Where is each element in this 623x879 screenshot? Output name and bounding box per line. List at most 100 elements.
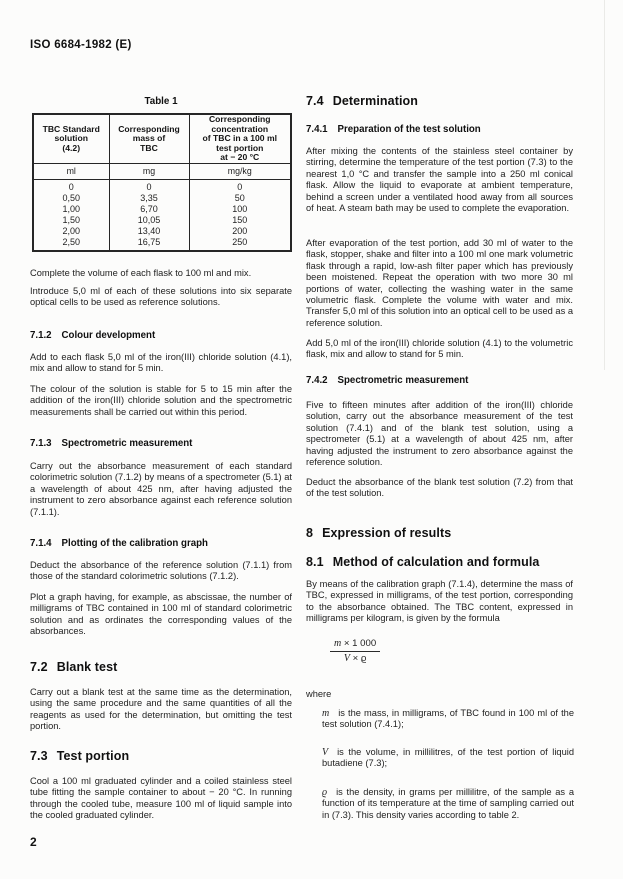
heading-7-1-3: 7.1.3 Spectrometric measurement [30,438,192,449]
heading-7-4-2: 7.4.2 Spectrometric measurement [306,375,468,386]
variable-V: V [322,747,329,758]
heading-number: 7.4.2 [306,375,328,386]
table-cell: 13,40 [108,225,190,237]
table-row: 1,00 6,70 100 [32,203,292,215]
table-cell: 16,75 [108,236,190,251]
paragraph-introduce: Introduce 5,0 ml of each of these soluti… [30,286,292,308]
scan-artifact-line [604,0,605,370]
table-cell: 50 [188,192,292,204]
table-cell: 2,50 [32,236,110,251]
definition-text: is the volume, in millilitres, of the te… [322,747,574,769]
definition-rho: ϱ is the density, in grams per millilitre… [322,787,574,821]
table-cell: 2,00 [32,225,110,237]
table-row: 2,00 13,40 200 [32,225,292,237]
table-unit-cell: ml [32,163,110,180]
paragraph-blank-test: Carry out a blank test at the same time … [30,687,292,732]
variable-m: m [322,708,330,719]
variable-m: m [334,638,342,649]
table-units-row: ml mg mg/kg [32,163,292,180]
paragraph-after-evaporation: After evaporation of the test portion, a… [306,238,573,328]
definition-text: is the mass, in milligrams, of TBC found… [322,708,574,730]
paragraph-carry-out: Carry out the absorbance measurement of … [30,461,292,517]
table-cell: 0,50 [32,192,110,204]
heading-number: 8 [306,526,314,540]
heading-number: 8.1 [306,555,324,569]
paragraph-after-mixing: After mixing the contents of the stainle… [306,146,573,214]
heading-7-4: 7.4 Determination [306,94,418,108]
definition-text: is the density, in grams per millilitre,… [322,787,574,820]
table-unit-cell: mg [108,163,190,180]
page-header: ISO 6684-1982 (E) [30,39,132,51]
where-label: where [306,689,332,699]
table-cell: 250 [188,236,292,251]
paragraph-cool-cylinder: Cool a 100 ml graduated cylinder and a c… [30,776,292,821]
table-cell: 0 [108,179,190,193]
table-cell: 0 [32,179,110,193]
table-row: 0,50 3,35 50 [32,192,292,204]
heading-number: 7.2 [30,660,48,674]
formula-tbc-content: m × 1 000 V × ϱ [330,638,381,664]
heading-title: Determination [332,94,419,108]
paragraph-add-5ml: Add 5,0 ml of the iron(III) chloride sol… [306,338,573,360]
heading-title: Colour development [61,330,156,341]
heading-7-1-4: 7.1.4 Plotting of the calibration graph [30,538,208,549]
formula-numerator-rest: × 1 000 [343,638,377,649]
table-caption: Table 1 [144,96,178,107]
table-row: 1,50 10,05 150 [32,214,292,226]
heading-title: Spectrometric measurement [61,438,193,449]
paragraph-complete-volume: Complete the volume of each flask to 100… [30,268,252,278]
table-cell: 0 [188,179,292,193]
fraction-bar [330,651,381,652]
paragraph-deduct-reference: Deduct the absorbance of the reference s… [30,560,292,582]
table-cell: 150 [188,214,292,226]
definition-m: m is the mass, in milligrams, of TBC foun… [322,708,574,731]
table-cell: 1,50 [32,214,110,226]
table-header-cell: Corresponding mass of TBC [108,114,190,164]
table-cell: 10,05 [108,214,190,226]
heading-8: 8 Expression of results [306,526,451,540]
heading-7-1-2: 7.1.2 Colour development [30,330,155,341]
paragraph-colour-stable: The colour of the solution is stable for… [30,384,292,417]
heading-title: Spectrometric measurement [337,375,469,386]
table-header-row: TBC Standard solution (4.2) Correspondin… [32,114,292,164]
formula-denominator: V × ϱ [330,653,380,664]
page-number: 2 [30,835,37,849]
heading-number: 7.3 [30,749,48,763]
heading-7-2: 7.2 Blank test [30,660,117,674]
table-row: 2,50 16,75 250 [32,236,292,251]
paragraph-deduct-blank: Deduct the absorbance of the blank test … [306,477,573,499]
heading-number: 7.4.1 [306,124,328,135]
heading-number: 7.1.3 [30,438,52,449]
table-cell: 3,35 [108,192,190,204]
table-row: 0 0 0 [32,179,292,193]
heading-8-1: 8.1 Method of calculation and formula [306,555,539,569]
table-header-cell: Corresponding concentration of TBC in a … [188,114,292,164]
table-cell: 1,00 [32,203,110,215]
paragraph-five-to-fifteen: Five to fifteen minutes after addition o… [306,400,573,468]
table-cell: 6,70 [108,203,190,215]
heading-number: 7.1.2 [30,330,52,341]
paragraph-by-means: By means of the calibration graph (7.1.4… [306,579,573,624]
formula-numerator: m × 1 000 [330,638,380,649]
table-header-cell: TBC Standard solution (4.2) [32,114,110,164]
heading-title: Preparation of the test solution [337,124,481,135]
heading-title: Blank test [56,660,118,674]
heading-7-3: 7.3 Test portion [30,749,129,763]
variable-rho: ϱ [322,787,328,798]
table-1: TBC Standard solution (4.2) Correspondin… [32,113,292,252]
heading-number: 7.1.4 [30,538,52,549]
heading-title: Plotting of the calibration graph [61,538,208,549]
table-unit-cell: mg/kg [188,163,292,180]
heading-title: Expression of results [322,526,452,540]
paragraph-plot-graph: Plot a graph having, for example, as abs… [30,592,292,637]
heading-number: 7.4 [306,94,324,108]
table-cell: 200 [188,225,292,237]
heading-title: Test portion [56,749,130,763]
formula-denominator-rest: × ϱ [352,653,367,664]
heading-title: Method of calculation and formula [332,555,540,569]
heading-7-4-1: 7.4.1 Preparation of the test solution [306,124,481,135]
variable-V: V [343,653,350,664]
table-cell: 100 [188,203,292,215]
